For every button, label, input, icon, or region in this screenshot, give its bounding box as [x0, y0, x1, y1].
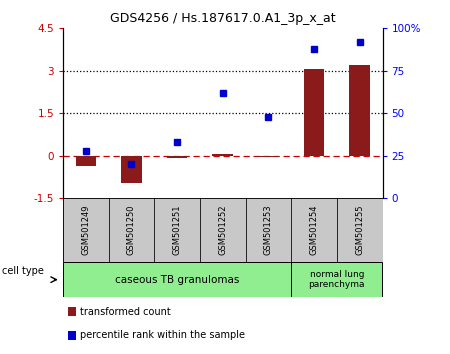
Bar [63, 262, 291, 297]
Bar [337, 198, 382, 262]
Text: GSM501252: GSM501252 [218, 205, 227, 255]
Text: GSM501255: GSM501255 [355, 205, 364, 255]
Bar [76, 156, 96, 166]
Bar [108, 198, 154, 262]
Bar [246, 198, 291, 262]
Text: transformed count: transformed count [80, 307, 171, 316]
Text: cell type: cell type [2, 266, 44, 276]
Bar [121, 156, 142, 183]
Text: percentile rank within the sample: percentile rank within the sample [80, 330, 245, 341]
Bar [349, 65, 370, 156]
Text: caseous TB granulomas: caseous TB granulomas [115, 275, 239, 285]
Text: GSM501249: GSM501249 [81, 205, 90, 255]
Text: GSM501253: GSM501253 [264, 205, 273, 256]
Text: GDS4256 / Hs.187617.0.A1_3p_x_at: GDS4256 / Hs.187617.0.A1_3p_x_at [110, 12, 336, 25]
Bar [291, 198, 337, 262]
Bar [154, 198, 200, 262]
Text: GSM501250: GSM501250 [127, 205, 136, 255]
Text: GSM501254: GSM501254 [310, 205, 319, 255]
Bar [200, 198, 246, 262]
Bar [63, 198, 108, 262]
Text: GSM501251: GSM501251 [173, 205, 182, 255]
Text: normal lung
parenchyma: normal lung parenchyma [309, 270, 365, 289]
Bar [291, 262, 382, 297]
Bar [258, 156, 279, 157]
Bar [167, 156, 187, 158]
Bar [304, 69, 324, 156]
Bar [212, 154, 233, 156]
